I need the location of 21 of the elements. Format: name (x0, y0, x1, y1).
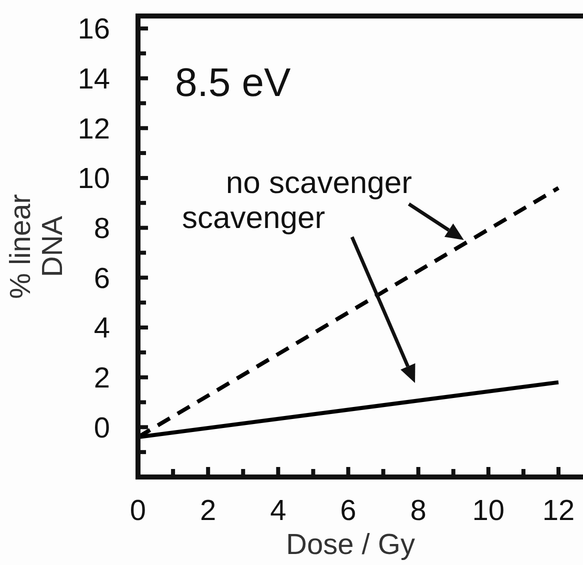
x-tick-label: 6 (340, 495, 356, 527)
y-tick-label: 8 (94, 212, 110, 245)
x-tick-label: 0 (130, 495, 146, 527)
y-tick-label: 12 (78, 113, 110, 146)
y-tick-label: 10 (78, 163, 110, 196)
y-tick-label: 6 (94, 262, 110, 295)
x-tick-label: 2 (200, 495, 216, 527)
x-tick-label: 12 (542, 495, 575, 527)
y-axis-title: % linear DNA (5, 194, 69, 299)
y-tick-label: 16 (78, 14, 110, 46)
x-axis-title: Dose / Gy (286, 529, 416, 561)
y-tick-label: 14 (78, 63, 110, 96)
annotation: 8.5 eV (175, 61, 291, 105)
annotation: no scavenger (226, 165, 412, 200)
x-tick-label: 8 (410, 495, 426, 527)
x-tick-label: 4 (270, 495, 286, 527)
x-tick-label: 10 (472, 495, 505, 527)
y-tick-label: 2 (94, 362, 110, 394)
y-tick-label: 4 (94, 312, 110, 345)
annotation: scavenger (182, 200, 326, 235)
y-tick-label: 0 (94, 412, 110, 444)
